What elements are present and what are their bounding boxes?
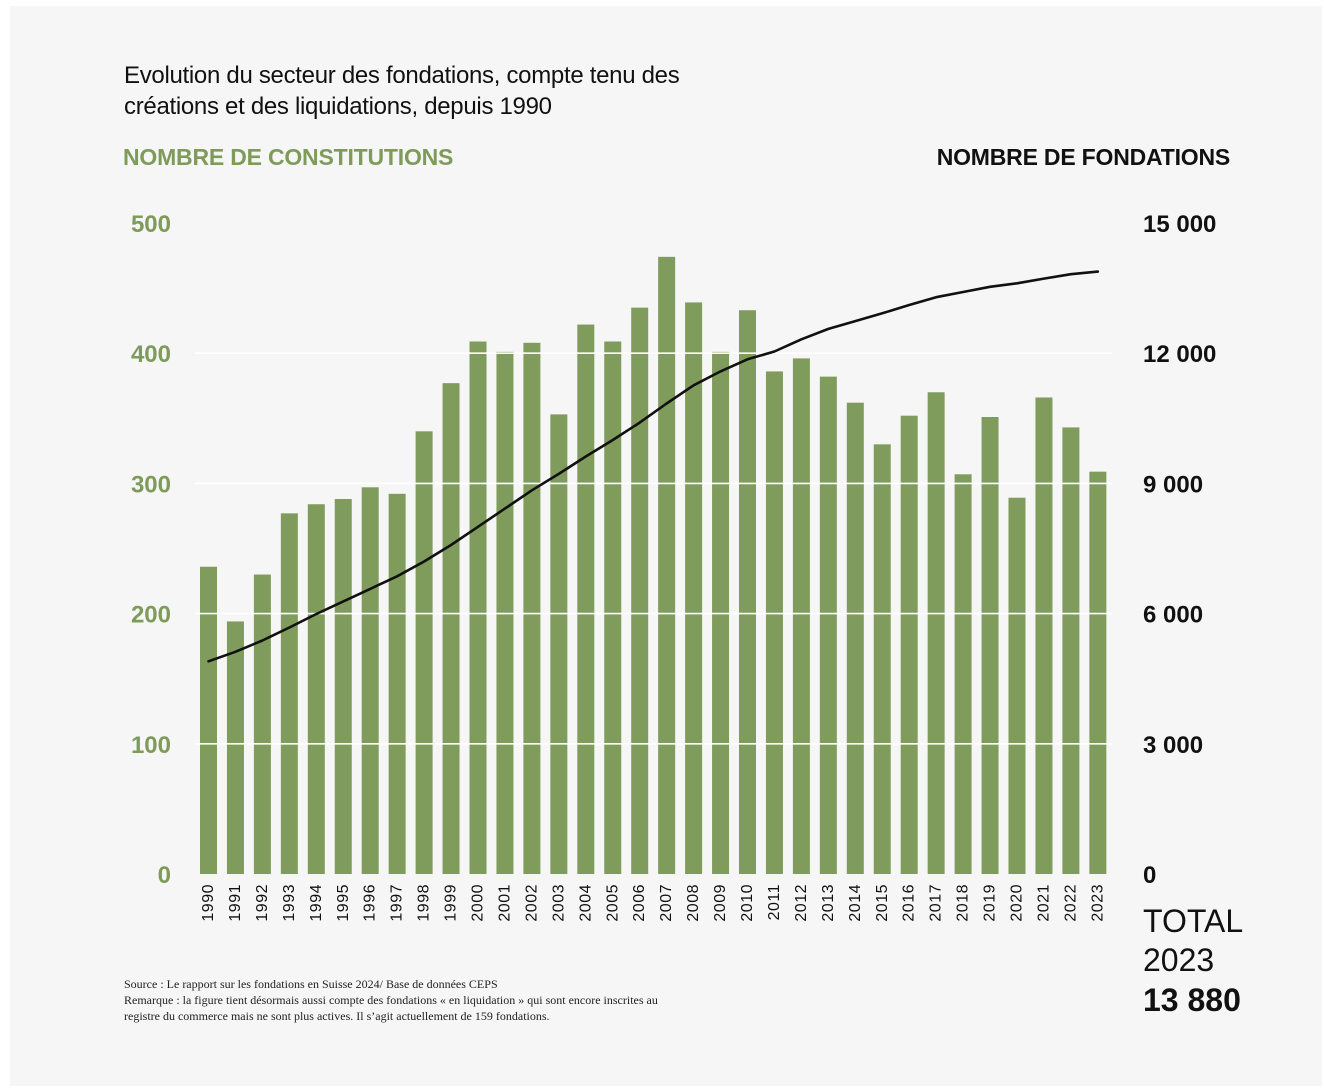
x-tick-label: 2017 xyxy=(928,884,945,922)
total-label: TOTAL xyxy=(1143,903,1244,939)
x-tick-label: 1996 xyxy=(362,884,379,922)
bar xyxy=(388,493,406,874)
x-tick-label: 1999 xyxy=(443,884,460,922)
left-axis-ticks: 0 100 200 300 400 500 xyxy=(131,211,171,889)
left-tick-label: 200 xyxy=(131,602,171,629)
bars-layer xyxy=(200,256,1107,875)
left-tick-label: 0 xyxy=(158,862,171,889)
remark-line: registre du commerce mais ne sont plus a… xyxy=(124,1009,550,1023)
total-summary: TOTAL 2023 13 880 xyxy=(1143,902,1313,1020)
bar xyxy=(280,513,298,874)
x-tick-label: 2008 xyxy=(685,884,702,922)
x-tick-label: 2009 xyxy=(712,884,729,922)
x-tick-label: 2014 xyxy=(847,884,864,922)
bar xyxy=(631,307,649,874)
chart-title: Evolution du secteur des fondations, com… xyxy=(124,60,824,122)
x-tick-label: 2013 xyxy=(820,884,837,922)
right-axis-ticks: 0 3 000 6 000 9 000 12 000 15 000 xyxy=(1143,211,1216,889)
left-axis-title: NOMBRE DE CONSTITUTIONS xyxy=(123,144,454,170)
x-tick-label: 1995 xyxy=(335,884,352,922)
x-tick-label: 2011 xyxy=(766,884,783,920)
x-tick-label: 2007 xyxy=(658,884,675,922)
bar xyxy=(846,402,864,874)
total-year: 2023 xyxy=(1143,942,1215,978)
x-tick-label: 2003 xyxy=(550,884,567,922)
x-tick-label: 2000 xyxy=(470,884,487,922)
x-tick-label: 2005 xyxy=(604,884,621,922)
total-value: 13 880 xyxy=(1143,982,1241,1018)
bar xyxy=(253,574,271,874)
x-tick-label: 2019 xyxy=(982,884,999,922)
bar xyxy=(442,383,460,874)
bar xyxy=(415,431,433,874)
x-tick-label: 2001 xyxy=(496,884,513,922)
x-tick-label: 1997 xyxy=(389,884,406,922)
x-tick-label: 2015 xyxy=(874,884,891,922)
x-tick-label: 2010 xyxy=(739,884,756,922)
bar xyxy=(765,371,783,874)
bar xyxy=(226,621,244,874)
left-tick-label: 500 xyxy=(131,211,171,238)
bar xyxy=(927,392,945,874)
x-tick-label: 2006 xyxy=(631,884,648,922)
bar xyxy=(658,256,676,874)
bar xyxy=(819,376,837,874)
x-tick-label: 2023 xyxy=(1089,884,1106,922)
bar xyxy=(361,487,379,874)
x-tick-label: 2016 xyxy=(901,884,918,922)
bar xyxy=(954,474,972,874)
bar xyxy=(577,324,595,874)
bar xyxy=(685,302,703,874)
right-tick-label: 12 000 xyxy=(1143,341,1216,368)
bar xyxy=(200,566,217,874)
bar xyxy=(1035,397,1053,874)
bar xyxy=(739,310,756,874)
bar xyxy=(1089,471,1107,874)
x-tick-label: 1992 xyxy=(254,884,271,922)
total-line-layer xyxy=(207,270,1100,663)
x-axis-ticks: 1990 1991 1992 1993 1994 1995 1996 1997 1998 1999… xyxy=(200,884,1106,922)
remark-line: Remarque : la figure tient désormais aus… xyxy=(124,993,658,1007)
source-line: Source : Le rapport sur les fondations e… xyxy=(124,977,498,991)
bar xyxy=(550,414,568,874)
bar xyxy=(900,415,918,874)
bar xyxy=(981,416,999,874)
source-notes: Source : Le rapport sur les fondations e… xyxy=(124,976,804,1024)
x-tick-label: 1998 xyxy=(416,884,433,922)
chart-title-line: créations et des liquidations, depuis 19… xyxy=(124,93,552,120)
bar xyxy=(604,341,622,874)
x-tick-label: 2004 xyxy=(577,884,594,922)
right-tick-label: 3 000 xyxy=(1143,732,1203,759)
x-tick-label: 2012 xyxy=(793,884,810,922)
chart-title-line: Evolution du secteur des fondations, com… xyxy=(124,62,680,89)
x-tick-label: 2021 xyxy=(1035,884,1052,922)
left-tick-label: 400 xyxy=(131,341,171,368)
bar xyxy=(469,341,487,874)
x-tick-label: 2018 xyxy=(955,884,972,922)
bar xyxy=(523,342,541,874)
bar xyxy=(792,358,810,875)
bar xyxy=(873,444,891,874)
bar xyxy=(334,499,352,874)
left-tick-label: 100 xyxy=(131,732,171,759)
gridlines xyxy=(195,352,1112,745)
left-tick-label: 300 xyxy=(131,471,171,498)
x-tick-label: 1991 xyxy=(227,884,244,922)
right-axis-title: NOMBRE DE FONDATIONS xyxy=(936,144,1230,170)
right-tick-label: 0 xyxy=(1143,862,1156,889)
right-tick-label: 9 000 xyxy=(1143,471,1203,498)
total-foundations-line xyxy=(207,270,1100,663)
x-tick-label: 1990 xyxy=(200,884,217,922)
bar xyxy=(307,504,325,874)
right-tick-label: 6 000 xyxy=(1143,602,1203,629)
bar xyxy=(1062,427,1080,874)
x-tick-label: 2022 xyxy=(1062,884,1079,922)
right-tick-label: 15 000 xyxy=(1143,211,1216,238)
x-tick-label: 1994 xyxy=(308,884,325,922)
x-tick-label: 2002 xyxy=(523,884,540,922)
bar xyxy=(1008,497,1026,874)
x-tick-label: 1993 xyxy=(281,884,298,922)
x-tick-label: 2020 xyxy=(1009,884,1026,922)
